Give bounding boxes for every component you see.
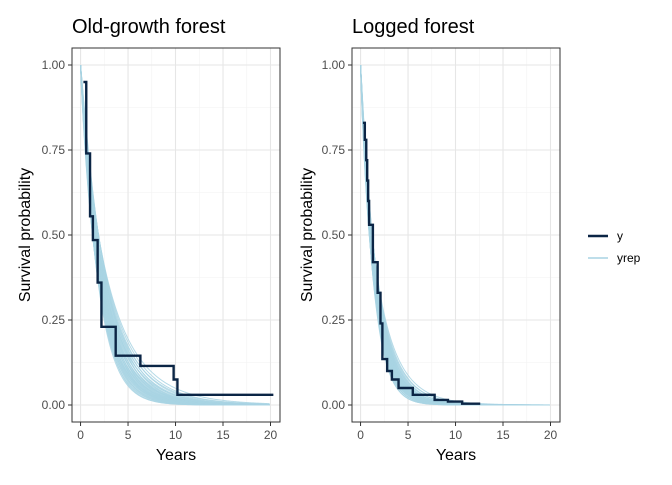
yrep-curve — [80, 64, 270, 405]
y-tick-label: 0.50 — [322, 228, 346, 242]
plot-area — [360, 64, 550, 406]
y-axis-label: Survival probability — [299, 168, 316, 302]
yrep-curve — [80, 64, 270, 405]
x-axis-label: Years — [156, 447, 196, 464]
y-tick-label: 0.50 — [42, 228, 66, 242]
y-tick-label: 0.00 — [42, 398, 66, 412]
x-tick-label: 5 — [125, 428, 132, 442]
y-tick-label: 0.25 — [322, 313, 346, 327]
yrep-curve — [80, 64, 270, 406]
y-axis-label: Survival probability — [17, 168, 34, 302]
x-tick-label: 20 — [544, 428, 558, 442]
plot-area — [80, 64, 274, 406]
y-tick-label: 0.75 — [42, 143, 66, 157]
legend-label-yrep: yrep — [617, 251, 641, 265]
y-tick-label: 1.00 — [42, 58, 66, 72]
x-tick-label: 10 — [169, 428, 183, 442]
legend-label-y: y — [617, 229, 623, 243]
x-tick-label: 5 — [405, 428, 412, 442]
panel-title: Logged forest — [352, 16, 475, 38]
y-tick-label: 0.75 — [322, 143, 346, 157]
x-tick-label: 0 — [77, 428, 84, 442]
legend: y yrep — [588, 229, 641, 265]
panel-old-growth: 0 5 10 15 20 0.00 0.25 0.50 0.75 1.00 Old-growth f… — [17, 16, 281, 464]
x-tick-label: 15 — [496, 428, 510, 442]
y-tick-label: 0.25 — [42, 313, 66, 327]
x-axis-label: Years — [436, 447, 476, 464]
y-tick-label: 0.00 — [322, 398, 346, 412]
x-tick-label: 0 — [357, 428, 364, 442]
y-tick-label: 1.00 — [322, 58, 346, 72]
panel-logged: 0 5 10 15 20 0.00 0.25 0.50 0.75 1.00 Logged fores… — [299, 16, 561, 464]
y-step-line — [362, 121, 481, 405]
x-tick-label: 10 — [449, 428, 463, 442]
y-step-line — [83, 80, 274, 396]
panel-title: Old-growth forest — [72, 16, 226, 38]
x-tick-label: 20 — [264, 428, 278, 442]
x-tick-label: 15 — [216, 428, 230, 442]
